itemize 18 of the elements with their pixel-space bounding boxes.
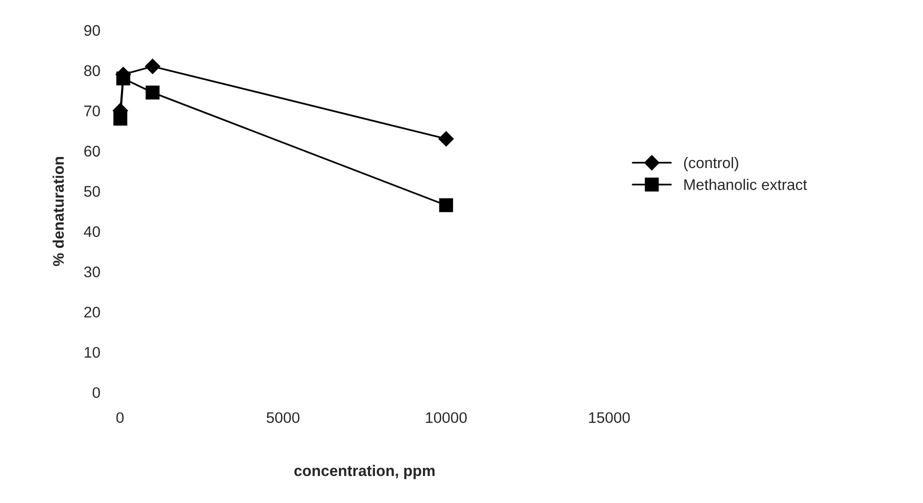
x-axis-title: concentration, ppm <box>294 464 435 480</box>
legend-label: (control) <box>684 156 738 172</box>
y-tick-label: 90 <box>84 25 100 36</box>
y-tick-label: 0 <box>92 387 100 398</box>
y-tick-label: 20 <box>84 306 100 318</box>
y-tick-label: 80 <box>84 65 100 76</box>
x-tick-label: 0 <box>116 412 124 424</box>
y-tick-label: 30 <box>84 266 100 278</box>
y-tick-label: 70 <box>84 106 100 116</box>
y-tick-label: 40 <box>84 226 100 238</box>
x-tick-label: 5000 <box>266 412 300 424</box>
x-tick-label: 10000 <box>426 412 467 424</box>
legend-label: Methanolic extract <box>684 178 807 190</box>
y-axis-title: % denaturation <box>52 157 64 266</box>
y-tick-label: 10 <box>84 346 100 358</box>
x-tick-label: 15000 <box>589 412 630 424</box>
y-tick-label: 50 <box>84 186 100 197</box>
y-tick-label: 60 <box>84 146 100 157</box>
